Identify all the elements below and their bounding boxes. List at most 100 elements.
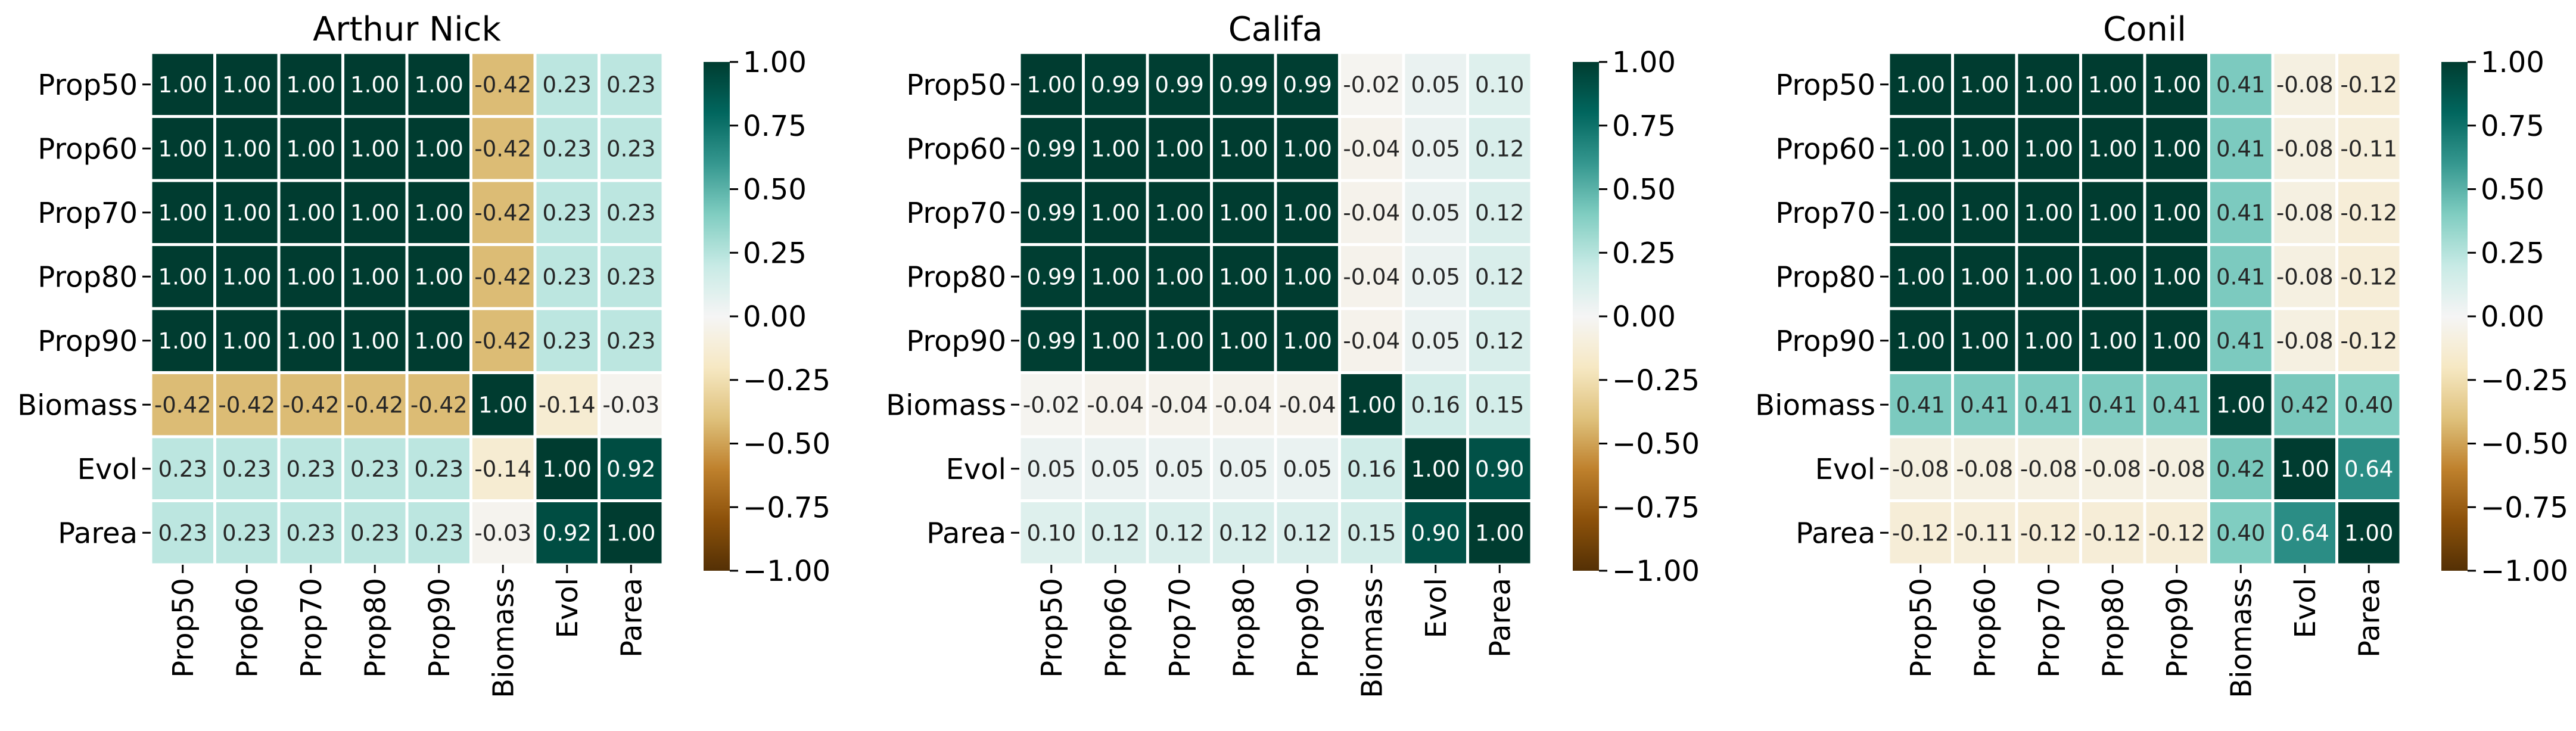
heatmap-cell [469, 115, 537, 182]
cell-value-label: 0.12 [1155, 520, 1204, 546]
cell-value-label: 0.12 [1475, 264, 1524, 290]
cell-value-label: 1.00 [1091, 200, 1140, 226]
cell-value-label: 0.40 [2216, 520, 2265, 546]
cell-value-label: 0.12 [1219, 520, 1268, 546]
cell-value-label: -0.14 [474, 456, 531, 482]
cell-value-label: -0.42 [474, 264, 531, 290]
x-tick-label: Prop70 [2033, 578, 2066, 678]
cell-value-label: 0.12 [1091, 520, 1140, 546]
panel-title: Conil [2103, 10, 2186, 49]
colorbar-tick-label: −0.25 [2481, 364, 2568, 397]
heatmap-cell [213, 115, 281, 182]
heatmap-cell [1274, 243, 1341, 310]
y-tick-label: Prop90 [906, 325, 1006, 358]
y-tick-label: Evol [1815, 453, 1875, 486]
cell-value-label: 1.00 [350, 136, 399, 161]
cell-value-label: -0.03 [602, 392, 659, 418]
cell-value-label: 1.00 [1347, 392, 1396, 418]
heatmap-cell [1146, 243, 1213, 310]
cell-value-label: 1.00 [2024, 136, 2073, 161]
heatmap-cell [149, 499, 216, 567]
y-tick-label: Evol [77, 453, 138, 486]
cell-value-label: 1.00 [1896, 328, 1945, 354]
y-tick-label: Parea [58, 517, 138, 550]
cell-value-label: 1.00 [1155, 200, 1204, 226]
x-tick-label: Prop50 [1905, 578, 1938, 678]
cell-value-label: 0.05 [1219, 456, 1268, 482]
cell-value-label: 0.99 [1219, 72, 1268, 98]
cell-value-label: 1.00 [1960, 72, 2009, 98]
cell-value-label: 0.64 [2281, 520, 2329, 546]
heatmap-cell [1466, 115, 1533, 182]
cell-value-label: 0.90 [1475, 456, 1524, 482]
cell-value-label: 1.00 [222, 328, 271, 354]
cell-value-label: -0.12 [2020, 520, 2077, 546]
cell-value-label: 0.41 [1896, 392, 1945, 418]
cell-value-label: 1.00 [415, 72, 463, 98]
cell-value-label: 1.00 [1283, 264, 1332, 290]
cell-value-label: 0.41 [1960, 392, 2009, 418]
cell-value-label: 0.23 [158, 456, 207, 482]
cell-value-label: 1.00 [2152, 136, 2201, 161]
cell-value-label: -0.12 [2340, 72, 2397, 98]
colorbar-tick-label: −0.75 [2481, 491, 2568, 524]
x-tick-label: Prop70 [1163, 578, 1197, 678]
heatmap-cell [1402, 179, 1469, 246]
y-tick-label: Prop50 [906, 69, 1006, 102]
heatmap-cell [1466, 499, 1533, 567]
heatmap-cell [598, 179, 665, 246]
heatmap-cell [1082, 307, 1149, 374]
cell-value-label: 0.41 [2216, 264, 2265, 290]
cell-value-label: 0.23 [543, 328, 592, 354]
cell-value-label: -0.42 [346, 392, 403, 418]
heatmap-cell [1146, 179, 1213, 246]
heatmap-cell [1082, 371, 1149, 438]
heatmap-cell [277, 307, 344, 374]
y-tick-label: Biomass [1755, 388, 1875, 422]
cell-value-label: 1.00 [2152, 264, 2201, 290]
cell-value-label: -0.04 [1343, 200, 1400, 226]
cell-value-label: 0.41 [2088, 392, 2137, 418]
y-tick-label: Parea [926, 517, 1006, 550]
cell-value-label: 0.05 [1411, 264, 1460, 290]
cell-value-label: 0.23 [543, 264, 592, 290]
cell-value-label: -0.42 [218, 392, 275, 418]
heatmap-cell [2335, 435, 2403, 502]
cell-value-label: 1.00 [415, 264, 463, 290]
y-tick-label: Prop60 [38, 132, 138, 166]
cell-value-label: 1.00 [2088, 200, 2137, 226]
cell-value-label: 1.00 [2024, 264, 2073, 290]
cell-value-label: 1.00 [1155, 136, 1204, 161]
cell-value-label: 1.00 [287, 136, 335, 161]
cell-value-label: 1.00 [1283, 200, 1332, 226]
cell-value-label: 1.00 [2088, 72, 2137, 98]
x-tick-label: Prop90 [2161, 578, 2194, 678]
heatmap-cell [1951, 371, 2018, 438]
cell-value-label: 1.00 [1896, 200, 1945, 226]
cell-value-label: 0.99 [1155, 72, 1204, 98]
cell-value-label: -0.12 [2340, 264, 2397, 290]
cell-value-label: 1.00 [2024, 200, 2073, 226]
cell-value-label: 1.00 [1960, 200, 2009, 226]
y-tick-label: Prop80 [38, 260, 138, 294]
y-tick-label: Prop70 [906, 197, 1006, 230]
y-tick-label: Parea [1796, 517, 1875, 550]
cell-value-label: -0.42 [410, 392, 468, 418]
y-tick-label: Prop80 [906, 260, 1006, 294]
heatmap-cell [1274, 51, 1341, 118]
colorbar-tick-label: 1.00 [1612, 46, 1676, 79]
cell-value-label: 1.00 [1896, 264, 1945, 290]
cell-value-label: 1.00 [1283, 136, 1332, 161]
colorbar-tick-label: 0.75 [743, 110, 807, 143]
cell-value-label: 1.00 [287, 72, 335, 98]
cell-value-label: -0.11 [2340, 136, 2397, 161]
cell-value-label: 0.16 [1347, 456, 1396, 482]
cell-value-label: 1.00 [1219, 136, 1268, 161]
cell-value-label: 0.23 [415, 456, 463, 482]
cell-value-label: 1.00 [1475, 520, 1524, 546]
y-tick-label: Prop50 [1775, 69, 1875, 102]
heatmap-cell [213, 243, 281, 310]
colorbar-tick-label: −0.50 [1612, 428, 1700, 461]
heatmap-cell [1146, 307, 1213, 374]
heatmap-cell [1887, 307, 1954, 374]
